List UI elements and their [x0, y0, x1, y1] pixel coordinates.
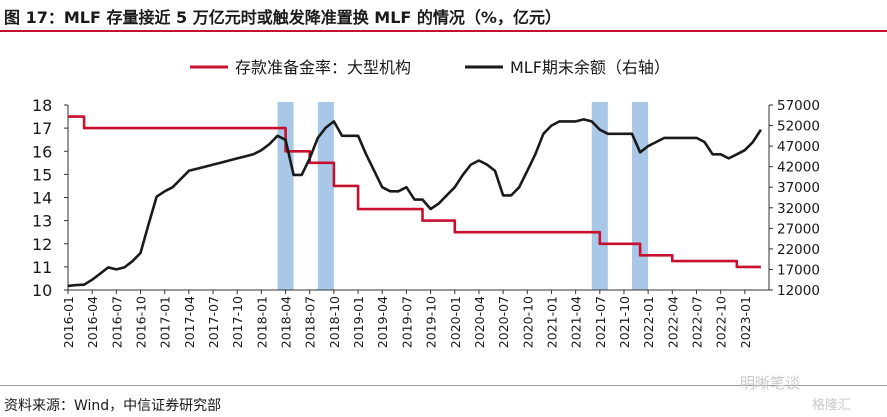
x-tick-label: 2022-10 — [714, 296, 729, 348]
y-right-tick-label: 32000 — [777, 201, 820, 217]
x-tick-label: 2021-01 — [544, 296, 559, 348]
x-tick-label: 2016-04 — [85, 296, 100, 348]
mlf-series-line — [67, 118, 762, 288]
y-left-tick-label: 12 — [32, 235, 52, 254]
y-left-tick-label: 14 — [32, 189, 52, 208]
highlight-band-2 — [317, 102, 334, 290]
figure-title: 图 17：MLF 存量接近 5 万亿元时或触发降准置换 MLF 的情况（%，亿元… — [4, 8, 561, 27]
y-right-tick-label: 52000 — [777, 119, 820, 135]
rrr-series-line — [68, 115, 761, 269]
source-note: 资料来源：Wind，中信证券研究部 — [4, 398, 222, 414]
chart-axes: 10 11 12 13 14 15 16 17 18 12000 17000 22000 27000 32… — [32, 96, 820, 348]
y-left-tick-label: 13 — [32, 212, 52, 231]
x-tick-label: 2018-04 — [279, 296, 294, 348]
y-right-tick-label: 17000 — [777, 262, 820, 278]
x-tick-label: 2021-04 — [569, 296, 584, 348]
y-left-tick-label: 11 — [32, 258, 52, 277]
x-tick-label: 2016-07 — [109, 296, 124, 348]
x-tick-label: 2017-10 — [230, 296, 245, 348]
y-right-tick-label: 57000 — [777, 98, 820, 114]
x-tick-label: 2020-10 — [520, 296, 535, 348]
x-tick-label: 2018-01 — [254, 296, 269, 348]
y-right-tick-label: 47000 — [777, 139, 820, 155]
y-left-tick-label: 16 — [32, 142, 52, 161]
x-tick-label: 2022-07 — [689, 296, 704, 348]
x-tick-label: 2020-04 — [472, 296, 487, 348]
y-left-tick-label: 15 — [32, 165, 52, 184]
x-tick-label: 2016-10 — [134, 296, 149, 348]
legend-mlf-label: MLF期末余额（右轴） — [510, 58, 670, 77]
x-tick-label: 2023-01 — [738, 296, 753, 348]
x-tick-label: 2019-10 — [424, 296, 439, 348]
x-tick-label: 2017-04 — [182, 296, 197, 348]
x-tick-label: 2017-07 — [206, 296, 221, 348]
x-tick-label: 2020-01 — [448, 296, 463, 348]
y-right-tick-label: 22000 — [777, 242, 820, 258]
chart-legend: 存款准备金率：大型机构 MLF期末余额（右轴） — [190, 58, 670, 77]
x-tick-label: 2018-07 — [303, 296, 318, 348]
highlight-band-4 — [632, 102, 649, 290]
x-tick-label: 2019-07 — [399, 296, 414, 348]
y-right-tick-label: 42000 — [777, 160, 820, 176]
x-tick-label: 2019-01 — [351, 296, 366, 348]
y-right-tick-label: 12000 — [777, 283, 820, 299]
x-tick-label: 2022-04 — [665, 296, 680, 348]
watermark-sub: 格隆汇 — [812, 398, 852, 413]
x-tick-label: 2017-01 — [158, 296, 173, 348]
highlight-band-1 — [277, 102, 294, 290]
chart-lines — [67, 115, 762, 288]
x-tick-label: 2021-10 — [617, 296, 632, 348]
x-tick-label: 2016-01 — [61, 296, 76, 348]
y-left-tick-label: 17 — [32, 119, 52, 138]
bottom-rule — [0, 385, 887, 386]
x-tick-label: 2021-07 — [593, 296, 608, 348]
x-tick-label: 2020-07 — [496, 296, 511, 348]
x-tick-label: 2018-10 — [327, 296, 342, 348]
y-right-tick-label: 37000 — [777, 180, 820, 196]
x-tick-label: 2019-04 — [375, 296, 390, 348]
title-rule — [0, 30, 887, 32]
y-right-tick-label: 27000 — [777, 221, 820, 237]
x-tick-label: 2022-01 — [641, 296, 656, 348]
legend-rrr-label: 存款准备金率：大型机构 — [235, 58, 411, 77]
y-left-tick-label: 18 — [32, 96, 52, 115]
highlight-bands — [277, 102, 649, 290]
y-left-tick-label: 10 — [32, 281, 52, 300]
watermark: 明晰笔谈 — [740, 374, 801, 392]
